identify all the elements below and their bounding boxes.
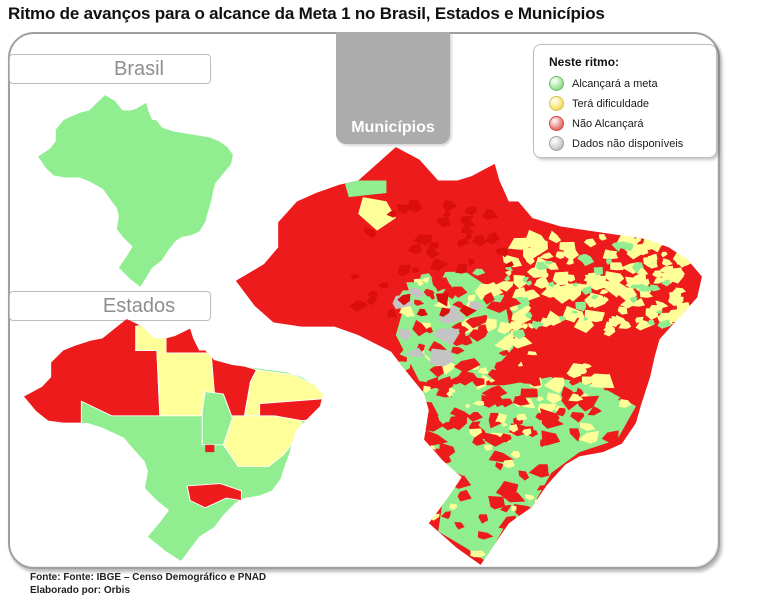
legend-item-label: Terá dificuldade [572, 97, 650, 110]
credit-line: Elaborado por: Orbis [30, 585, 131, 596]
status-dot-dificuldade-icon [549, 96, 564, 111]
legend-item: Não Alcançará [549, 115, 708, 132]
figure-title: Ritmo de avanços para o alcance da Meta … [8, 4, 605, 23]
legend-heading: Neste ritmo: [549, 55, 620, 69]
legend-item: Dados não disponíveis [549, 135, 708, 152]
tab-municipios[interactable]: Municípios [336, 32, 450, 144]
legend-item: Alcançará a meta [549, 75, 708, 92]
status-dot-alcancara-icon [549, 76, 564, 91]
tab-brasil[interactable]: Brasil [9, 54, 211, 84]
source-line: Fonte: Fonte: IBGE – Censo Demográfico e… [30, 572, 267, 583]
legend-item-label: Alcançará a meta [572, 77, 658, 90]
map-panel: Brasil Estados Municípios Neste ritmo: A… [8, 32, 720, 569]
tab-municipios-label: Municípios [351, 119, 435, 136]
tab-estados[interactable]: Estados [9, 291, 211, 321]
status-dot-nao-alcancara-icon [549, 116, 564, 131]
legend-item-label: Não Alcançará [572, 117, 644, 130]
estados-map [24, 319, 323, 561]
tab-estados-label: Estados [102, 294, 176, 317]
legend-item-label: Dados não disponíveis [572, 137, 684, 150]
tab-brasil-label: Brasil [113, 57, 164, 80]
municipios-map [235, 147, 702, 565]
brasil-map [37, 95, 233, 287]
legend: Neste ritmo: Alcançará a meta Terá dific… [533, 44, 717, 158]
source-note: Fonte: Fonte: IBGE – Censo Demográfico e… [30, 571, 266, 597]
legend-item: Terá dificuldade [549, 95, 708, 112]
status-dot-sem-dados-icon [549, 136, 564, 151]
